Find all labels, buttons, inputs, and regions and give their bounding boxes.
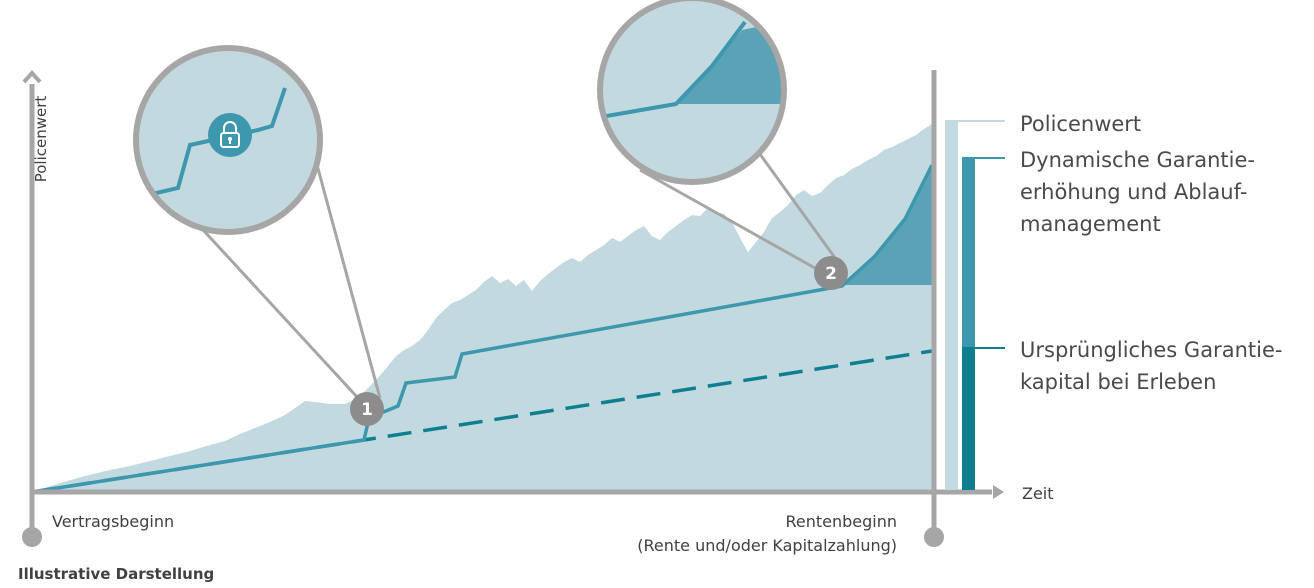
start-label: Vertragsbeginn bbox=[52, 512, 175, 531]
marker-2: 2 bbox=[814, 256, 848, 290]
end-label-line2: (Rente und/oder Kapitalzahlung) bbox=[637, 536, 897, 555]
marker-1-label: 1 bbox=[361, 400, 373, 420]
policenwert-area bbox=[32, 124, 932, 492]
lock-icon bbox=[208, 113, 252, 157]
y-axis-label: Policenwert bbox=[32, 95, 50, 183]
zoom2-connector-right bbox=[755, 149, 840, 263]
legend-dynamic-line1: Dynamische Garantie- bbox=[1020, 148, 1255, 172]
legend-original-line2: kapital bei Erleben bbox=[1020, 370, 1217, 394]
y-axis-arrow-icon bbox=[22, 69, 42, 84]
legend-bar-dynamic bbox=[962, 157, 975, 347]
legend-dynamic-line2: erhöhung und Ablauf- bbox=[1020, 180, 1248, 204]
start-dot bbox=[22, 527, 42, 547]
zoom-circle-2 bbox=[597, 0, 787, 185]
x-axis-label: Zeit bbox=[1022, 484, 1054, 503]
legend-policenwert: Policenwert bbox=[1020, 112, 1142, 136]
marker-2-label: 2 bbox=[825, 264, 837, 284]
end-dot bbox=[924, 527, 944, 547]
legend-dynamic-line3: management bbox=[1020, 212, 1161, 236]
dynamic-gain-area bbox=[842, 165, 932, 285]
legend-original-line1: Ursprüngliches Garantie- bbox=[1020, 338, 1283, 362]
end-label-line1: Rentenbeginn bbox=[785, 512, 897, 531]
legend-bar-original bbox=[962, 347, 975, 490]
x-axis-arrow-icon bbox=[993, 485, 1004, 499]
zoom1-connector-right bbox=[311, 149, 382, 399]
legend-bar-policenwert bbox=[945, 120, 958, 490]
zoom2-connector-left bbox=[639, 168, 823, 274]
footnote: Illustrative Darstellung bbox=[18, 565, 215, 583]
marker-1: 1 bbox=[350, 392, 384, 426]
